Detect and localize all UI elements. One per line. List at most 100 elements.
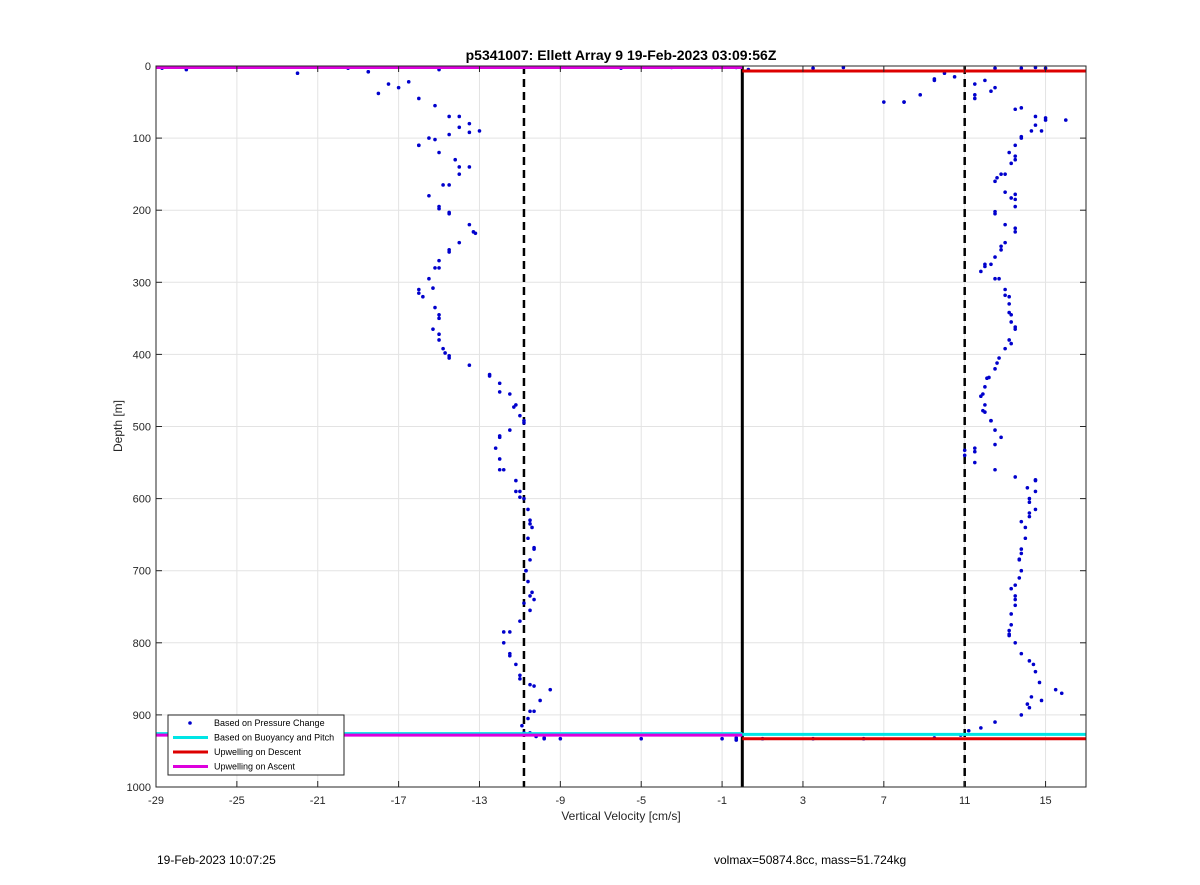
pressure-change-point — [1013, 197, 1018, 202]
pressure-change-point — [447, 132, 451, 137]
pressure-change-point — [811, 66, 815, 70]
pressure-change-point — [467, 363, 472, 368]
pressure-change-point — [457, 172, 462, 176]
legend-label: Based on Pressure Change — [214, 718, 325, 728]
pressure-change-point — [1013, 594, 1018, 598]
pressure-change-point — [1027, 659, 1032, 663]
pressure-change-point — [1019, 713, 1024, 717]
pressure-change-point — [1059, 691, 1064, 696]
pressure-change-point — [457, 240, 462, 245]
pressure-change-point — [457, 125, 462, 130]
pressure-change-point — [558, 736, 563, 741]
pressure-change-point — [985, 376, 989, 380]
pressure-change-point — [518, 673, 522, 678]
pressure-change-point — [1023, 536, 1028, 541]
pressure-change-point — [979, 726, 983, 730]
pressure-change-point — [1007, 310, 1011, 315]
pressure-change-point — [1019, 106, 1024, 110]
pressure-change-point — [902, 100, 906, 104]
pressure-change-point — [447, 183, 451, 187]
pressure-change-point — [1053, 687, 1058, 692]
data-points — [160, 65, 1068, 742]
x-tick-label: 3 — [800, 795, 806, 807]
pressure-change-point — [1027, 511, 1032, 515]
pressure-change-point — [526, 579, 530, 584]
pressure-change-point — [376, 91, 381, 96]
pressure-change-point — [993, 467, 997, 472]
pressure-change-point — [1003, 190, 1007, 194]
pressure-change-point — [979, 269, 983, 274]
pressure-change-point — [526, 536, 530, 541]
pressure-change-point — [1031, 662, 1036, 667]
pressure-change-point — [1013, 325, 1018, 329]
pressure-change-point — [471, 230, 476, 234]
pressure-change-point — [477, 129, 482, 133]
pressure-change-point — [417, 96, 421, 101]
pressure-change-point — [542, 736, 546, 741]
pressure-change-point — [467, 222, 472, 227]
reference-lines — [522, 66, 966, 787]
pressure-change-point — [497, 434, 502, 438]
pressure-change-point — [497, 390, 502, 394]
pressure-change-point — [1027, 496, 1032, 501]
y-tick-label: 300 — [133, 277, 151, 289]
pressure-change-point — [989, 262, 993, 267]
pressure-change-point — [497, 467, 502, 472]
pressure-change-point — [734, 736, 739, 740]
y-tick-label: 900 — [133, 710, 151, 722]
pressure-change-point — [993, 442, 997, 447]
pressure-change-point — [983, 264, 987, 269]
pressure-change-point — [966, 728, 971, 733]
pressure-change-point — [973, 93, 977, 97]
pressure-change-point — [518, 489, 522, 494]
legend: Based on Pressure Change Based on Buoyanc… — [167, 714, 345, 776]
pressure-change-point — [518, 677, 522, 681]
pressure-change-point — [993, 179, 997, 184]
pressure-change-point — [1013, 154, 1018, 158]
pressure-change-point — [453, 157, 458, 162]
pressure-change-point — [437, 206, 441, 211]
pressure-change-point — [532, 597, 536, 602]
pressure-change-point — [1007, 302, 1011, 306]
pressure-change-point — [1033, 65, 1038, 70]
pressure-change-point — [993, 255, 997, 259]
pressure-change-point — [548, 687, 553, 692]
pressure-change-point — [532, 684, 536, 688]
pressure-change-point — [983, 385, 987, 389]
y-axis-label: Depth [m] — [111, 400, 125, 452]
pressure-change-point — [526, 716, 530, 721]
pressure-change-point — [514, 489, 518, 494]
pressure-change-point — [437, 266, 441, 270]
pressure-change-point — [417, 143, 421, 148]
pressure-change-point — [1033, 123, 1038, 127]
pressure-change-point — [1007, 150, 1011, 155]
pressure-change-point — [999, 435, 1003, 440]
pressure-change-point — [997, 356, 1001, 360]
pressure-change-point — [447, 356, 451, 360]
pressure-change-point — [1039, 698, 1044, 703]
pressure-change-point — [441, 346, 445, 351]
y-tick-label: 600 — [133, 494, 151, 506]
pressure-change-point — [406, 80, 411, 84]
pressure-change-point — [427, 276, 431, 281]
y-tick-label: 0 — [145, 61, 151, 73]
pressure-change-point — [1013, 192, 1018, 197]
pressure-change-point — [1013, 143, 1018, 148]
pressure-change-point — [508, 653, 512, 658]
pressure-change-point — [443, 351, 447, 355]
pressure-change-point — [993, 367, 997, 371]
pressure-change-point — [528, 594, 532, 598]
pressure-change-point — [522, 601, 526, 605]
pressure-change-point — [441, 183, 445, 187]
pressure-change-point — [532, 709, 536, 714]
pressure-change-point — [993, 720, 997, 724]
pressure-change-point — [514, 662, 518, 667]
pressure-change-point — [1009, 341, 1013, 346]
x-tick-label: 15 — [1039, 795, 1051, 807]
pressure-change-point — [1033, 669, 1038, 674]
pressure-change-point — [1013, 230, 1018, 234]
pressure-change-point — [528, 522, 532, 526]
pressure-change-point — [427, 136, 431, 140]
pressure-change-point — [973, 449, 977, 454]
pressure-change-point — [1019, 568, 1024, 573]
